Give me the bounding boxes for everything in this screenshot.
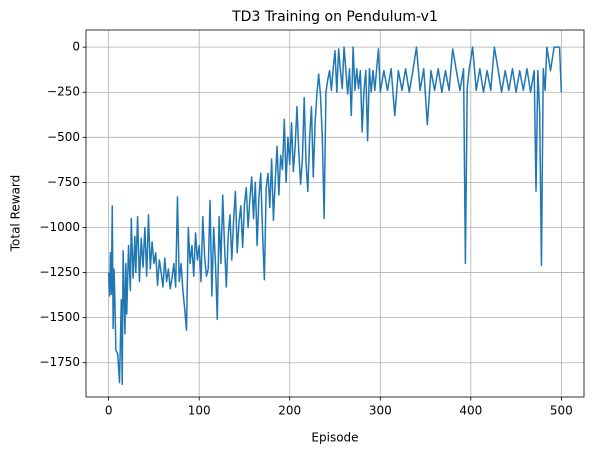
y-axis-label: Total Reward: [9, 175, 23, 253]
y-tick-label: −250: [47, 85, 80, 99]
y-tick-label: −1500: [39, 310, 80, 324]
x-tick-label: 300: [369, 404, 392, 418]
chart-title: TD3 Training on Pendulum-v1: [231, 9, 438, 25]
y-tick-label: 0: [72, 40, 80, 54]
y-tick-label: −500: [47, 130, 80, 144]
y-tick-label: −1000: [39, 220, 80, 234]
x-axis-label: Episode: [311, 431, 358, 445]
y-tick-label: −750: [47, 175, 80, 189]
y-tick-label: −1750: [39, 355, 80, 369]
line-series: [107, 46, 563, 386]
plot-frame: [85, 29, 585, 398]
x-tick-label: 100: [188, 404, 211, 418]
x-tick-label: 500: [550, 404, 573, 418]
x-tick-label: 200: [278, 404, 301, 418]
x-tick-label: 0: [105, 404, 113, 418]
y-tick-label: −1250: [39, 265, 80, 279]
x-tick-label: 400: [459, 404, 482, 418]
